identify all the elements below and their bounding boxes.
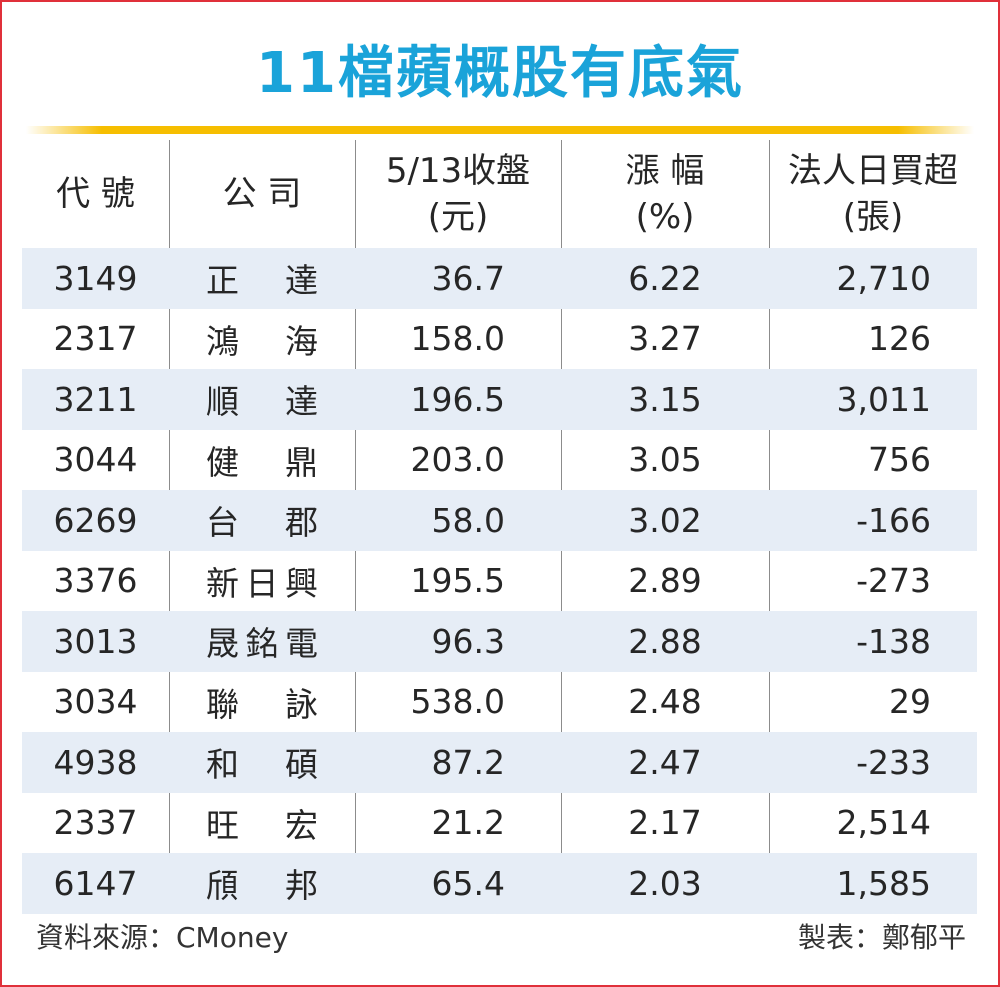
code-cell: 3149	[53, 258, 138, 298]
net-buy-cell: 1,585	[836, 863, 931, 903]
table-row: 3044 健鼎 203.0 3.05 756	[22, 430, 977, 491]
company-name: 鴻海	[206, 321, 318, 361]
change-cell: 2.47	[628, 742, 702, 782]
company-cell: 健鼎	[169, 430, 355, 491]
author-note: 製表：鄭郁平	[797, 921, 966, 954]
header-change: 漲 幅 (%)	[625, 151, 705, 237]
net-buy-cell: -273	[856, 561, 931, 601]
net-buy-cell: 3,011	[836, 379, 931, 419]
company-name: 順達	[206, 382, 318, 422]
company-cell: 和碩	[169, 732, 355, 793]
close-cell: 203.0	[410, 440, 505, 480]
close-cell: 65.4	[431, 863, 505, 903]
header-code: 代 號	[56, 174, 135, 214]
net-buy-cell: 2,514	[836, 803, 931, 843]
net-buy-cell: 2,710	[836, 258, 931, 298]
code-cell: 6269	[53, 500, 138, 540]
company-name: 和碩	[206, 745, 318, 785]
table-row: 3034 聯詠 538.0 2.48 29	[22, 672, 977, 733]
header-close: 5/13收盤 (元)	[385, 151, 531, 237]
change-cell: 3.27	[628, 319, 702, 359]
company-name: 旺宏	[206, 805, 318, 845]
table-row: 3013 晟銘電 96.3 2.88 -138	[22, 611, 977, 672]
net-buy-cell: 29	[889, 682, 931, 722]
stock-table: 代 號 公 司 5/13收盤 (元) 漲 幅 (%) 法人日買超 (張) 3149 正達…	[22, 140, 977, 914]
title-underline	[26, 126, 974, 134]
change-cell: 2.89	[628, 561, 702, 601]
table-body: 3149 正達 36.7 6.22 2,710 2317 鴻海 158.0 3.27 126 321…	[22, 248, 977, 914]
page-title: 11檔蘋概股有底氣	[256, 41, 744, 106]
close-cell: 87.2	[431, 742, 505, 782]
company-name: 晟銘電	[206, 624, 318, 664]
table-row: 3149 正達 36.7 6.22 2,710	[22, 248, 977, 309]
company-name: 聯詠	[206, 684, 318, 724]
net-buy-cell: 126	[868, 319, 931, 359]
change-cell: 6.22	[628, 258, 702, 298]
code-cell: 3013	[53, 621, 138, 661]
close-cell: 538.0	[410, 682, 505, 722]
table-row: 4938 和碩 87.2 2.47 -233	[22, 732, 977, 793]
company-name: 新日興	[206, 563, 318, 603]
table-row: 6269 台郡 58.0 3.02 -166	[22, 490, 977, 551]
code-cell: 4938	[53, 742, 138, 782]
code-cell: 3034	[53, 682, 138, 722]
code-cell: 6147	[53, 863, 138, 903]
change-cell: 2.48	[628, 682, 702, 722]
net-buy-cell: -166	[856, 500, 931, 540]
code-cell: 3376	[53, 561, 138, 601]
source-note: 資料來源：CMoney	[36, 921, 289, 954]
company-cell: 順達	[169, 369, 355, 430]
change-cell: 3.15	[628, 379, 702, 419]
company-cell: 旺宏	[169, 793, 355, 854]
net-buy-cell: -138	[856, 621, 931, 661]
table-row: 2317 鴻海 158.0 3.27 126	[22, 309, 977, 370]
close-cell: 196.5	[410, 379, 505, 419]
company-name: 健鼎	[206, 442, 318, 482]
close-cell: 96.3	[431, 621, 505, 661]
net-buy-cell: 756	[868, 440, 931, 480]
company-cell: 新日興	[169, 551, 355, 612]
table-row: 2337 旺宏 21.2 2.17 2,514	[22, 793, 977, 854]
company-cell: 晟銘電	[169, 611, 355, 672]
header-net-buy: 法人日買超 (張)	[788, 151, 958, 237]
change-cell: 3.02	[628, 500, 702, 540]
company-cell: 台郡	[169, 490, 355, 551]
table-row: 6147 頎邦 65.4 2.03 1,585	[22, 853, 977, 914]
code-cell: 2337	[53, 803, 138, 843]
change-cell: 2.03	[628, 863, 702, 903]
change-cell: 3.05	[628, 440, 702, 480]
company-cell: 正達	[169, 248, 355, 309]
table-header: 代 號 公 司 5/13收盤 (元) 漲 幅 (%) 法人日買超 (張)	[22, 140, 977, 248]
company-cell: 鴻海	[169, 309, 355, 370]
table-row: 3211 順達 196.5 3.15 3,011	[22, 369, 977, 430]
change-cell: 2.88	[628, 621, 702, 661]
code-cell: 3211	[53, 379, 138, 419]
table-row: 3376 新日興 195.5 2.89 -273	[22, 551, 977, 612]
code-cell: 3044	[53, 440, 138, 480]
code-cell: 2317	[53, 319, 138, 359]
close-cell: 58.0	[431, 500, 505, 540]
close-cell: 158.0	[410, 319, 505, 359]
company-name: 台郡	[206, 503, 318, 543]
change-cell: 2.17	[628, 803, 702, 843]
close-cell: 36.7	[431, 258, 505, 298]
company-name: 頎邦	[206, 866, 318, 906]
close-cell: 21.2	[431, 803, 505, 843]
company-cell: 聯詠	[169, 672, 355, 733]
company-cell: 頎邦	[169, 853, 355, 914]
header-company: 公 司	[222, 174, 302, 214]
close-cell: 195.5	[410, 561, 505, 601]
company-name: 正達	[206, 261, 318, 301]
net-buy-cell: -233	[856, 742, 931, 782]
